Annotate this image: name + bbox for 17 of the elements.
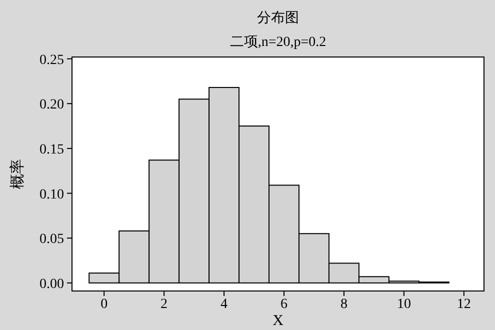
y-tick-label: 0.25 [40, 52, 64, 68]
x-tick-label: 12 [456, 297, 471, 312]
y-axis-title: 概率 [9, 159, 26, 189]
y-tick-label: 0.00 [40, 276, 64, 292]
chart-title: 分布图 [257, 10, 299, 26]
y-tick-label: 0.05 [40, 232, 64, 248]
x-tick-label: 8 [340, 297, 348, 312]
x-tick-label: 0 [100, 297, 108, 312]
x-tick-label: 6 [280, 297, 288, 312]
y-tick-label: 0.10 [40, 187, 64, 202]
x-tick-label: 4 [220, 297, 228, 312]
x-tick-label: 2 [160, 297, 168, 312]
x-tick-label: 10 [396, 297, 411, 312]
x-axis-title: X [272, 313, 284, 329]
y-tick-label: 0.20 [40, 98, 64, 113]
chart-subtitle: 二项,n=20,p=0.2 [230, 35, 326, 50]
y-tick-label: 0.15 [40, 142, 64, 158]
